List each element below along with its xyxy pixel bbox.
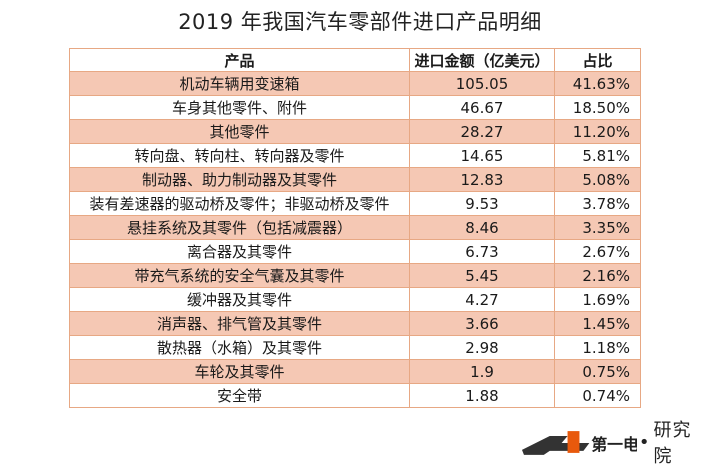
amount-cell: 6.73 bbox=[409, 239, 555, 264]
import-table: 产品 进口金额（亿美元） 占比 机动车辆用变速箱 105.05 41.63% 车… bbox=[69, 48, 641, 408]
table-row: 安全带 1.88 0.74% bbox=[69, 383, 641, 408]
amount-cell: 9.53 bbox=[409, 191, 555, 216]
table-row: 机动车辆用变速箱 105.05 41.63% bbox=[69, 71, 641, 96]
brand-logo: 第一电动 • 研究院 bbox=[520, 420, 710, 467]
product-cell: 缓冲器及其零件 bbox=[69, 287, 410, 312]
share-cell: 41.63% bbox=[554, 71, 641, 96]
table-row: 消声器、排气管及其零件 3.66 1.45% bbox=[69, 311, 641, 336]
table-row: 离合器及其零件 6.73 2.67% bbox=[69, 239, 641, 264]
share-cell: 18.50% bbox=[554, 95, 641, 120]
table-row: 制动器、助力制动器及其零件 12.83 5.08% bbox=[69, 167, 641, 192]
car-logo-icon: 第一电动 bbox=[521, 431, 637, 455]
table-row: 散热器（水箱）及其零件 2.98 1.18% bbox=[69, 335, 641, 360]
product-cell: 车身其他零件、附件 bbox=[69, 95, 410, 120]
product-cell: 消声器、排气管及其零件 bbox=[69, 311, 410, 336]
logo-separator: • bbox=[638, 431, 650, 453]
table-header-row: 产品 进口金额（亿美元） 占比 bbox=[69, 48, 641, 72]
table-row: 车轮及其零件 1.9 0.75% bbox=[69, 359, 641, 384]
page-title: 2019 年我国汽车零部件进口产品明细 bbox=[178, 10, 542, 34]
amount-cell: 8.46 bbox=[409, 215, 555, 240]
table-row: 装有差速器的驱动桥及零件；非驱动桥及零件 9.53 3.78% bbox=[69, 191, 641, 216]
amount-cell: 12.83 bbox=[409, 167, 555, 192]
header-share: 占比 bbox=[554, 48, 641, 72]
product-cell: 其他零件 bbox=[69, 119, 410, 144]
share-cell: 0.75% bbox=[554, 359, 641, 384]
header-amount: 进口金额（亿美元） bbox=[409, 48, 555, 72]
amount-cell: 4.27 bbox=[409, 287, 555, 312]
product-cell: 散热器（水箱）及其零件 bbox=[69, 335, 410, 360]
share-cell: 3.35% bbox=[554, 215, 641, 240]
share-cell: 3.78% bbox=[554, 191, 641, 216]
product-cell: 带充气系统的安全气囊及其零件 bbox=[69, 263, 410, 288]
table-row: 车身其他零件、附件 46.67 18.50% bbox=[69, 95, 641, 120]
amount-cell: 28.27 bbox=[409, 119, 555, 144]
share-cell: 1.45% bbox=[554, 311, 641, 336]
amount-cell: 46.67 bbox=[409, 95, 555, 120]
table-row: 带充气系统的安全气囊及其零件 5.45 2.16% bbox=[69, 263, 641, 288]
amount-cell: 1.9 bbox=[409, 359, 555, 384]
amount-cell: 5.45 bbox=[409, 263, 555, 288]
table-row: 缓冲器及其零件 4.27 1.69% bbox=[69, 287, 641, 312]
share-cell: 2.16% bbox=[554, 263, 641, 288]
amount-cell: 14.65 bbox=[409, 143, 555, 168]
share-cell: 1.69% bbox=[554, 287, 641, 312]
share-cell: 2.67% bbox=[554, 239, 641, 264]
import-table-container: 产品 进口金额（亿美元） 占比 机动车辆用变速箱 105.05 41.63% 车… bbox=[69, 48, 641, 408]
amount-cell: 1.88 bbox=[409, 383, 555, 408]
share-cell: 11.20% bbox=[554, 119, 641, 144]
product-cell: 装有差速器的驱动桥及零件；非驱动桥及零件 bbox=[69, 191, 410, 216]
product-cell: 悬挂系统及其零件（包括减震器） bbox=[69, 215, 410, 240]
share-cell: 0.74% bbox=[554, 383, 641, 408]
table-row: 其他零件 28.27 11.20% bbox=[69, 119, 641, 144]
product-cell: 安全带 bbox=[69, 383, 410, 408]
product-cell: 制动器、助力制动器及其零件 bbox=[69, 167, 410, 192]
table-row: 转向盘、转向柱、转向器及零件 14.65 5.81% bbox=[69, 143, 641, 168]
product-cell: 车轮及其零件 bbox=[69, 359, 410, 384]
logo-text: 第一电动 bbox=[591, 435, 637, 454]
product-cell: 机动车辆用变速箱 bbox=[69, 71, 410, 96]
amount-cell: 3.66 bbox=[409, 311, 555, 336]
share-cell: 5.81% bbox=[554, 143, 641, 168]
table-row: 悬挂系统及其零件（包括减震器） 8.46 3.35% bbox=[69, 215, 641, 240]
amount-cell: 105.05 bbox=[409, 71, 555, 96]
product-cell: 转向盘、转向柱、转向器及零件 bbox=[69, 143, 410, 168]
product-cell: 离合器及其零件 bbox=[69, 239, 410, 264]
amount-cell: 2.98 bbox=[409, 335, 555, 360]
share-cell: 5.08% bbox=[554, 167, 641, 192]
share-cell: 1.18% bbox=[554, 335, 641, 360]
logo-label: 研究院 bbox=[653, 420, 692, 467]
header-product: 产品 bbox=[69, 48, 410, 72]
